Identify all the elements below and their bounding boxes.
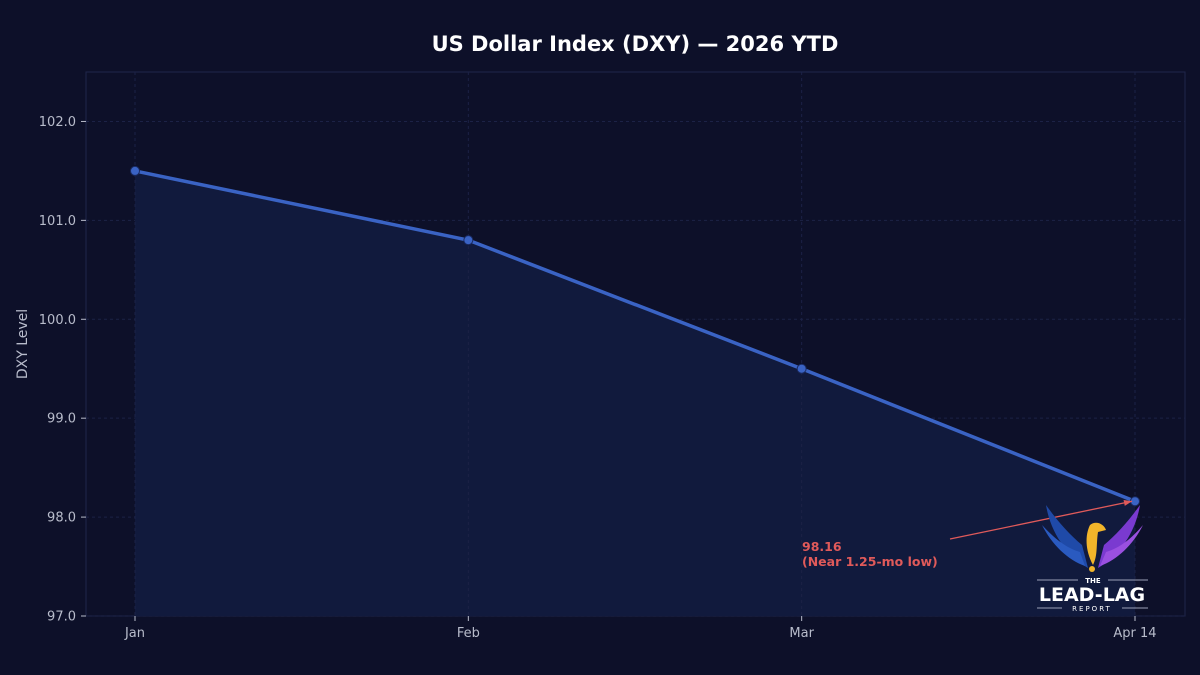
annotation-value: 98.16 xyxy=(802,539,842,554)
area-fill xyxy=(135,170,1135,616)
annotation: 98.16 (Near 1.25-mo low) xyxy=(802,499,1133,569)
x-tick-label: Mar xyxy=(789,626,814,641)
data-points xyxy=(130,165,1140,507)
x-tick-label: Feb xyxy=(457,626,480,641)
svg-text:THE: THE xyxy=(1085,577,1101,585)
data-point xyxy=(463,235,474,246)
annotation-arrow xyxy=(949,500,1133,540)
svg-text:REPORT: REPORT xyxy=(1072,605,1112,613)
y-tick-label: 98.0 xyxy=(47,511,76,526)
y-tick-label: 101.0 xyxy=(39,214,76,229)
y-tick-label: 99.0 xyxy=(47,412,76,427)
x-tick-label: Apr 14 xyxy=(1113,626,1156,641)
y-tick-label: 100.0 xyxy=(39,313,76,328)
series-line xyxy=(134,169,1136,503)
lead-lag-logo: THE LEAD-LAG REPORT xyxy=(1037,505,1148,613)
grid-vertical xyxy=(134,72,1136,616)
x-axis-ticks: Jan Feb Mar Apr 14 xyxy=(124,616,1157,641)
data-point xyxy=(130,165,140,176)
y-axis-label: DXY Level xyxy=(15,309,31,379)
data-point xyxy=(796,363,807,374)
y-tick-label: 97.0 xyxy=(47,610,76,625)
annotation-arrowhead xyxy=(1123,499,1132,506)
svg-text:LEAD-LAG: LEAD-LAG xyxy=(1039,584,1145,606)
chart-title: US Dollar Index (DXY) — 2026 YTD xyxy=(432,32,839,56)
x-tick-label: Jan xyxy=(124,626,145,641)
y-tick-label: 102.0 xyxy=(39,115,76,130)
annotation-note: (Near 1.25-mo low) xyxy=(802,554,938,569)
y-axis-ticks: 97.0 98.0 99.0 100.0 101.0 102.0 xyxy=(39,115,86,625)
